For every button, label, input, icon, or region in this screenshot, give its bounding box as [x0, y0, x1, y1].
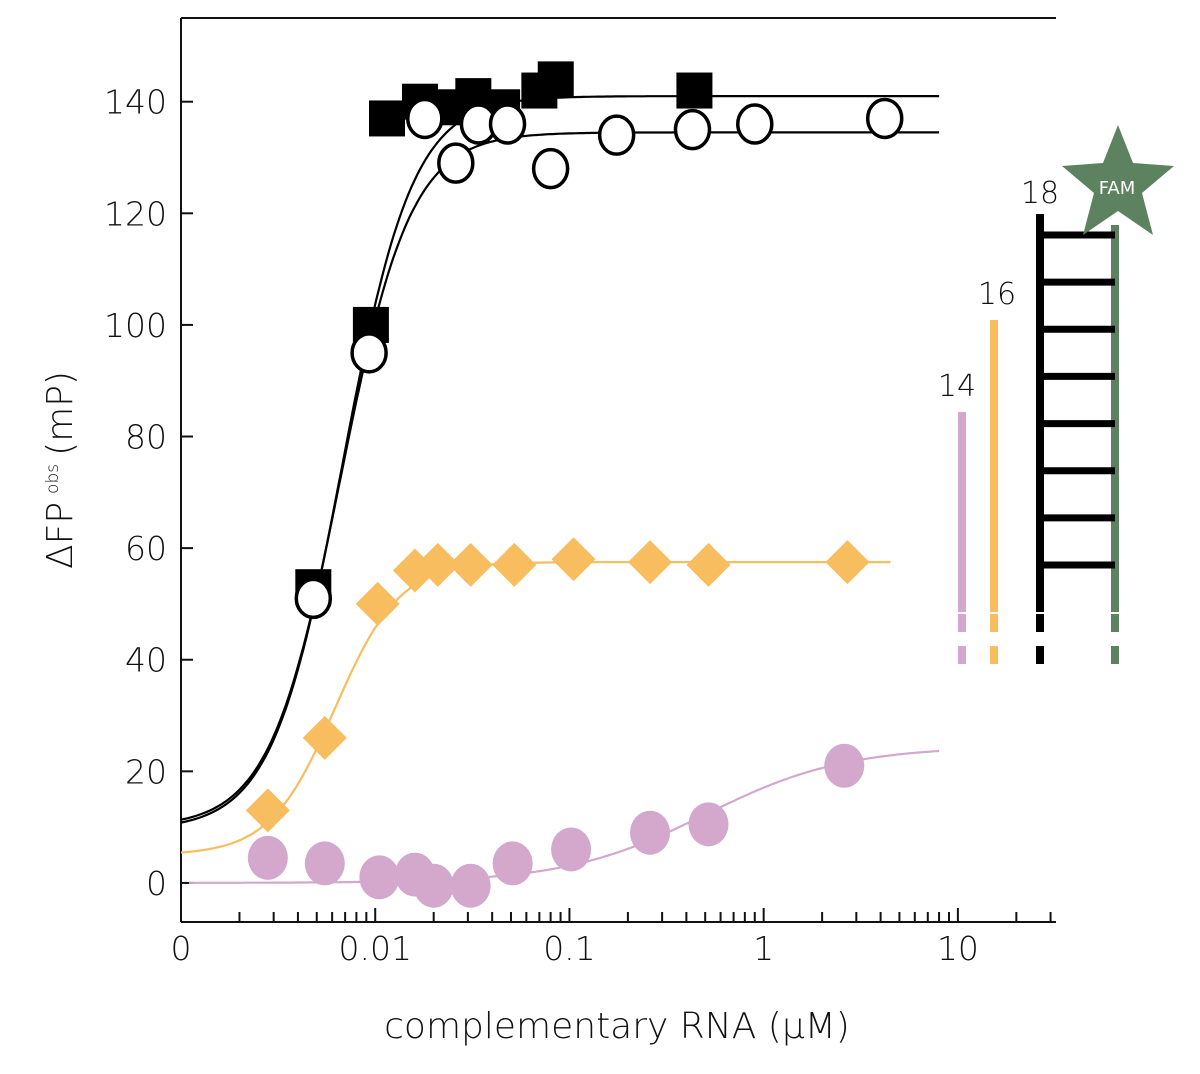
y-axis-title: ΔFP obs (mP) — [40, 371, 81, 569]
x-ticks: 0 0.01 0.1 1 10 — [171, 908, 1052, 968]
fit-curve — [180, 131, 940, 821]
data-point-circle-filled — [247, 835, 288, 880]
y-tick-label: 20 — [125, 752, 167, 791]
data-point-square-filled — [676, 72, 713, 109]
length-label-14: 14 — [938, 369, 976, 404]
y-axis-title-sub: obs — [43, 464, 63, 494]
data-point-circle-filled — [450, 863, 491, 908]
fam-star — [1062, 125, 1174, 235]
data-point-circle-open — [597, 114, 636, 156]
x-axis-title: complementary RNA (μM) — [384, 1006, 850, 1047]
data-point-diamond-filled — [415, 542, 460, 587]
data-point-circle-open — [865, 97, 904, 140]
data-point-circle-filled — [688, 802, 729, 847]
y-tick-label: 140 — [104, 83, 167, 122]
data-point-diamond-filled — [302, 715, 347, 760]
svg-text:ΔFPobs(mP): ΔFP obs (mP) — [40, 371, 81, 569]
data-point-diamond-filled — [686, 542, 731, 587]
data-point-diamond-filled — [448, 542, 493, 587]
data-point-diamond-filled — [245, 788, 290, 833]
data-point-diamond-filled — [551, 537, 596, 582]
data-points — [245, 61, 904, 908]
data-point-diamond-filled — [825, 540, 870, 585]
fam-label: FAM — [1099, 178, 1136, 199]
fit-curve — [180, 561, 891, 854]
data-point-diamond-filled — [355, 581, 400, 626]
data-point-circle-filled — [630, 810, 671, 855]
data-point-circle-filled — [359, 855, 400, 900]
data-point-square-filled — [369, 100, 406, 137]
x-tick-label: 0.1 — [543, 929, 595, 968]
y-tick-label: 120 — [104, 194, 167, 233]
data-point-square-filled — [537, 61, 574, 98]
fit-curve — [180, 95, 940, 824]
length-label-18: 18 — [1021, 176, 1059, 211]
data-point-circle-open — [488, 103, 527, 145]
y-axis-title-unit: (mP) — [40, 371, 81, 456]
data-point-circle-open — [736, 103, 774, 145]
duplex-schematic: FAM 14 16 18 — [938, 125, 1174, 664]
y-tick-label: 100 — [104, 306, 167, 345]
data-point-circle-open — [350, 332, 388, 374]
y-tick-label: 60 — [125, 529, 167, 568]
data-point-circle-open — [437, 142, 475, 184]
x-tick-label: 1 — [753, 929, 774, 968]
y-tick-label: 0 — [146, 864, 167, 903]
data-point-circle-filled — [551, 827, 592, 872]
x-tick-label: 10 — [937, 929, 979, 968]
y-tick-label: 80 — [125, 418, 167, 457]
data-point-circle-open — [294, 577, 333, 620]
length-label-16: 16 — [978, 277, 1016, 312]
data-point-circle-open — [531, 147, 570, 190]
data-point-diamond-filled — [492, 542, 537, 587]
data-point-diamond-filled — [628, 540, 673, 585]
data-point-circle-open — [406, 97, 444, 140]
x-tick-label: 0 — [171, 929, 192, 968]
y-ticks: 0 20 40 60 80 100 120 140 — [104, 83, 193, 903]
x-tick-label: 0.01 — [338, 929, 411, 968]
data-point-circle-filled — [413, 863, 454, 908]
duplex-rungs — [1040, 231, 1115, 569]
data-point-circle-filled — [492, 841, 533, 886]
y-tick-label: 40 — [125, 641, 167, 680]
data-point-circle-filled — [304, 841, 345, 886]
data-point-circle-open — [673, 108, 712, 151]
data-point-circle-filled — [824, 743, 865, 788]
y-axis-title-main: ΔFP — [40, 502, 81, 569]
